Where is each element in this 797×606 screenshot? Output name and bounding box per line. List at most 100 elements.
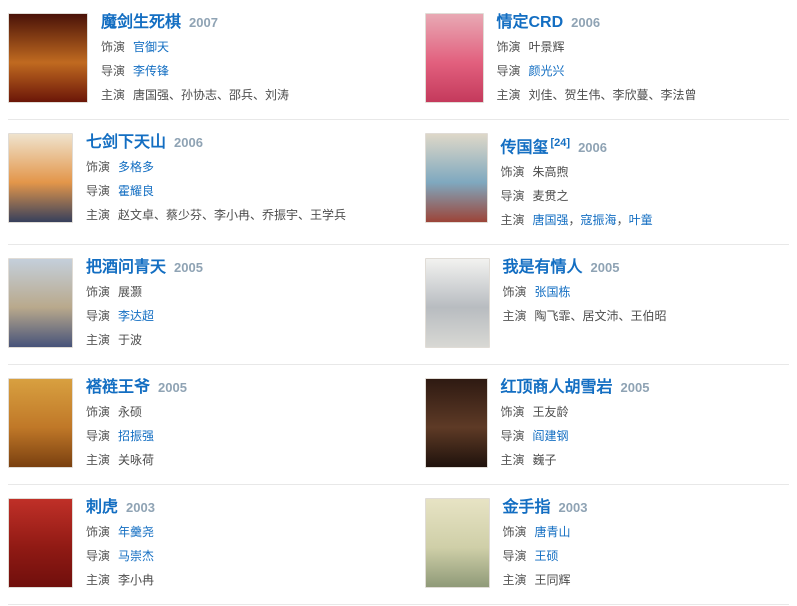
movie-title-link[interactable]: 传国玺 xyxy=(500,139,549,157)
movie-title-row: 刺虎 2003 xyxy=(86,498,155,518)
person-link[interactable]: 多格多 xyxy=(118,160,155,174)
person-name: ， xyxy=(568,213,581,228)
movie-title-link[interactable]: 我是有情人 xyxy=(502,259,583,277)
person-link[interactable]: 阎建钢 xyxy=(532,429,569,444)
person-link[interactable]: 马崇杰 xyxy=(118,549,155,564)
movie-title-link[interactable]: 褡裢王爷 xyxy=(86,379,151,397)
credit-line: 主演 关咏荷 xyxy=(86,448,187,472)
movie-year: 2003 xyxy=(126,500,155,516)
person-name: 陶飞霏、居文沛、王伯昭 xyxy=(534,309,667,324)
credit-label: 主演 xyxy=(502,309,527,324)
credit-line: 导演 马崇杰 xyxy=(86,544,155,568)
credit-label: 导演 xyxy=(500,189,525,204)
credit-line: 饰演 多格多 xyxy=(86,155,346,179)
credit-lines: 饰演 叶景辉 导演 颜光兴 主演 刘佳、贺生伟、李欣蔓、李法曾 xyxy=(497,35,697,107)
movie-title-row: 情定CRD 2006 xyxy=(497,13,697,33)
person-name: 叶景辉 xyxy=(528,40,565,54)
credit-line: 主演 李小冉 xyxy=(86,568,155,592)
movie-title-link[interactable]: 红顶商人胡雪岩 xyxy=(500,379,613,397)
movie-poster-image[interactable] xyxy=(8,13,88,103)
credit-line: 主演 巍子 xyxy=(501,448,650,472)
person-link[interactable]: 颜光兴 xyxy=(528,64,565,78)
credit-lines: 饰演 永硕 导演 招振强 主演 关咏荷 xyxy=(86,400,187,472)
movie-title-link[interactable]: 七剑下天山 xyxy=(86,134,167,151)
movie-title-link[interactable]: 魔剑生死棋 xyxy=(101,14,182,31)
credit-line: 主演 赵文卓、蔡少芬、李小冉、乔振宇、王学兵 xyxy=(86,203,346,227)
person-link[interactable]: 唐青山 xyxy=(534,525,571,540)
movie-year: 2005 xyxy=(174,260,203,276)
movie-year: 2003 xyxy=(558,500,588,516)
credit-label: 饰演 xyxy=(496,40,521,54)
movie-poster-image[interactable] xyxy=(424,258,490,349)
movie-title-row: 传国玺 [24] 2006 xyxy=(501,133,653,158)
movie-title-row: 金手指 2003 xyxy=(503,498,588,518)
credit-line: 导演 招振强 xyxy=(86,424,187,448)
credit-label: 导演 xyxy=(86,309,111,324)
movie-card: 传国玺 [24] 2006 饰演 朱高煦 导演 麦贯之 主演 唐国强，寇振海，叶童 xyxy=(398,120,789,246)
movie-year: 2006 xyxy=(174,135,203,150)
person-name: 麦贯之 xyxy=(532,189,569,204)
credit-line: 饰演 朱高煦 xyxy=(501,160,653,184)
person-link[interactable]: 官御天 xyxy=(133,40,170,54)
person-link[interactable]: 叶童 xyxy=(628,213,653,228)
person-link[interactable]: 招振强 xyxy=(118,429,155,444)
person-name: 刘佳、贺生伟、李欣蔓、李法曾 xyxy=(528,88,697,102)
person-link[interactable]: 寇振海 xyxy=(580,213,617,228)
credit-label: 主演 xyxy=(86,333,111,348)
movie-title-row: 褡裢王爷 2005 xyxy=(86,378,187,398)
credit-lines: 饰演 王友龄 导演 阎建钢 主演 巍子 xyxy=(501,400,650,472)
credit-label: 导演 xyxy=(86,549,111,564)
credit-line: 饰演 叶景辉 xyxy=(497,35,697,59)
person-name: 于波 xyxy=(118,333,143,348)
movie-poster-image[interactable] xyxy=(8,498,73,589)
movie-year: 2005 xyxy=(158,380,187,396)
credit-label: 饰演 xyxy=(500,165,525,180)
movie-title-row: 把酒问青天 2005 xyxy=(86,258,203,278)
movie-info: 褡裢王爷 2005 饰演 永硕 导演 招振强 主演 关咏荷 xyxy=(86,378,187,472)
person-link[interactable]: 年羹尧 xyxy=(118,525,155,540)
credit-line: 主演 刘佳、贺生伟、李欣蔓、李法曾 xyxy=(497,83,697,107)
movie-title-link[interactable]: 情定CRD xyxy=(496,14,564,31)
person-link[interactable]: 张国栋 xyxy=(534,285,571,300)
movie-title-link[interactable]: 金手指 xyxy=(502,499,551,517)
person-name: 关咏荷 xyxy=(118,453,155,468)
credit-line: 饰演 年羹尧 xyxy=(86,520,155,544)
movie-poster-image[interactable] xyxy=(424,13,484,103)
movie-info: 情定CRD 2006 饰演 叶景辉 导演 颜光兴 主演 刘佳、贺生伟、李欣蔓、李法曾 xyxy=(497,13,697,107)
person-link[interactable]: 李达超 xyxy=(118,309,155,324)
credit-line: 饰演 王友龄 xyxy=(501,400,650,424)
movie-poster-image[interactable] xyxy=(424,378,488,469)
reference-sup-link[interactable]: [24] xyxy=(550,137,571,149)
movie-poster-image[interactable] xyxy=(8,133,73,223)
movie-title-link[interactable]: 刺虎 xyxy=(86,499,119,517)
credit-label: 导演 xyxy=(86,429,111,444)
person-name: 朱高煦 xyxy=(532,165,569,180)
credit-lines: 饰演 多格多 导演 霍耀良 主演 赵文卓、蔡少芬、李小冉、乔振宇、王学兵 xyxy=(86,155,346,227)
credit-label: 饰演 xyxy=(500,405,525,420)
movie-poster-image[interactable] xyxy=(8,258,73,349)
person-link[interactable]: 王硕 xyxy=(534,549,559,564)
person-link[interactable]: 霍耀良 xyxy=(118,184,155,198)
credit-lines: 饰演 张国栋 主演 陶飞霏、居文沛、王伯昭 xyxy=(503,280,667,328)
person-link[interactable]: 唐国强 xyxy=(532,213,569,228)
movie-poster-image[interactable] xyxy=(8,378,73,469)
credit-label: 导演 xyxy=(101,64,126,78)
credit-line: 导演 阎建钢 xyxy=(501,424,650,448)
movie-title-row: 我是有情人 2005 xyxy=(503,258,667,278)
credit-label: 饰演 xyxy=(86,525,111,540)
movie-poster-image[interactable] xyxy=(424,498,490,589)
person-name: 巍子 xyxy=(532,453,557,468)
credit-label: 主演 xyxy=(500,213,525,228)
movie-card: 褡裢王爷 2005 饰演 永硕 导演 招振强 主演 关咏荷 xyxy=(8,365,399,486)
movie-card: 魔剑生死棋 2007 饰演 官御天 导演 李传锋 主演 唐国强、孙协志、邵兵、刘涛 xyxy=(8,0,399,120)
credit-line: 导演 李达超 xyxy=(86,304,203,328)
movie-card: 金手指 2003 饰演 唐青山 导演 王硕 主演 王同辉 xyxy=(398,485,789,606)
movie-poster-image[interactable] xyxy=(424,133,488,223)
credit-line: 主演 唐国强、孙协志、邵兵、刘涛 xyxy=(101,83,289,107)
movie-card: 情定CRD 2006 饰演 叶景辉 导演 颜光兴 主演 刘佳、贺生伟、李欣蔓、李法曾 xyxy=(398,0,789,120)
person-link[interactable]: 李传锋 xyxy=(133,64,170,78)
credit-label: 饰演 xyxy=(502,525,527,540)
movie-title-link[interactable]: 把酒问青天 xyxy=(86,259,167,277)
person-name: 展灏 xyxy=(118,285,143,300)
movie-year: 2005 xyxy=(620,380,650,396)
